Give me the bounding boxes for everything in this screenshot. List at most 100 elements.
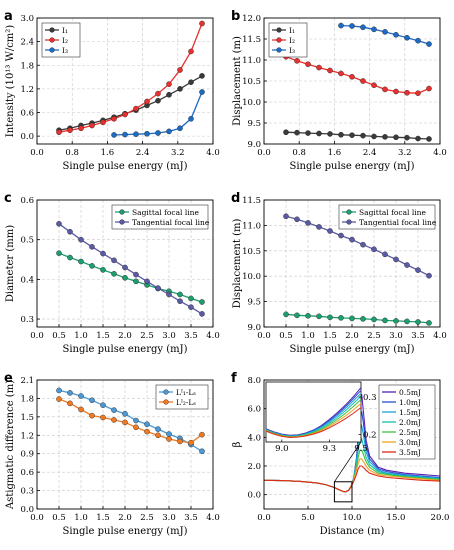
data-point [155,130,161,136]
x-tick-label: 3.2 [398,148,412,158]
data-point [67,127,73,134]
data-point [371,133,377,140]
data-point [78,236,84,243]
data-point [382,251,388,258]
y-tick-label: 0.5 [20,236,34,246]
legend-entry: 2.5mJ [399,428,421,437]
data-point [382,317,388,324]
y-tick-label: 0.6 [20,468,34,478]
legend-swatch-marker [119,209,125,215]
data-point [316,313,322,320]
data-point [393,256,399,263]
data-point [393,32,399,38]
data-point [67,400,73,407]
x-tick-label: 5.0 [301,513,315,523]
data-point [111,271,117,277]
data-point [122,274,128,281]
legend-entry: Sagittal focal line [132,208,199,217]
legend-entry: Lᴵ₂-Lₛ [176,398,196,407]
data-point [78,406,84,413]
data-point [415,37,421,44]
data-point [382,134,388,140]
x-tick-label: 3.5 [184,513,198,523]
data-point [338,232,344,239]
data-point [305,313,311,319]
data-point [349,315,355,322]
legend-entry: I₂ [62,36,68,45]
y-tick-label: 0.6 [20,196,34,206]
y-tick-label: 0.3 [20,315,34,325]
data-point [404,262,410,268]
legend-frame [155,384,209,410]
y-tick-label: 0.6 [20,109,34,119]
legend-entry: Tangential focal line [132,218,210,227]
data-point [67,228,73,235]
zoom-box [333,481,353,503]
x-tick-label: 0.0 [30,513,44,523]
data-point [177,125,183,132]
data-point [133,417,139,424]
data-point [177,438,183,445]
data-point [144,98,150,105]
data-point [100,402,106,408]
data-point [133,278,139,285]
panel-letter: b [231,9,240,24]
data-point [415,135,421,142]
data-point [426,136,432,142]
legend-swatch-marker [163,399,169,405]
data-point [78,125,84,132]
legend-swatch-marker [276,27,282,33]
data-point [415,90,421,96]
data-point [393,318,399,324]
x-tick-label: 0.5 [52,513,66,523]
data-point [155,285,161,291]
data-point [426,320,432,326]
data-point [133,271,139,278]
data-point [122,419,128,426]
data-point [133,131,139,137]
y-tick-label: 0.9 [20,450,34,460]
y-tick-label: 9.0 [247,140,261,150]
x-tick-label: 4.0 [433,331,447,341]
data-point [294,58,300,64]
panel-letter: d [231,191,240,206]
data-point [100,250,106,257]
y-tick-label: 10.5 [242,77,261,87]
data-point [327,67,333,74]
x-axis-label: Single pulse energy (mJ) [62,161,187,172]
data-point [67,390,73,396]
y-tick-label: 1.8 [20,394,34,404]
data-point [294,216,300,223]
data-point [89,397,95,404]
x-tick-label: 4.0 [206,513,220,523]
data-point [393,134,399,141]
legend-entry: I₁ [289,26,295,35]
data-point [283,129,289,136]
x-tick-label: 1.5 [323,331,337,341]
legend-swatch-marker [49,27,55,33]
inset-series-line-7 [265,407,362,439]
data-point [327,228,333,234]
x-tick-label: 1.0 [301,331,315,341]
data-point [305,61,311,67]
x-tick-label: 4.0 [206,148,220,158]
x-tick-label: 3.2 [171,148,185,158]
x-tick-label: 1.5 [96,513,110,523]
y-tick-label: 0.0 [20,132,34,142]
legend-entry: 3.0mJ [399,438,421,447]
data-point [393,88,399,95]
y-tick-label: 9.5 [247,119,261,129]
y-axis-label: Diameter (mm) [5,225,16,302]
data-point [177,67,183,73]
series-line-7 [263,465,441,493]
legend-entry: I₁ [62,26,68,35]
x-tick-label: 2.5 [367,331,381,341]
data-point [188,304,194,310]
y-tick-label: 0.0 [20,505,34,515]
y-tick-label: 8.0 [247,376,261,386]
data-point [188,116,194,122]
data-point [360,316,366,322]
panel-letter: a [4,9,13,24]
x-axis-label: Single pulse energy (mJ) [62,526,187,537]
x-tick-label: 2.0 [118,331,132,341]
